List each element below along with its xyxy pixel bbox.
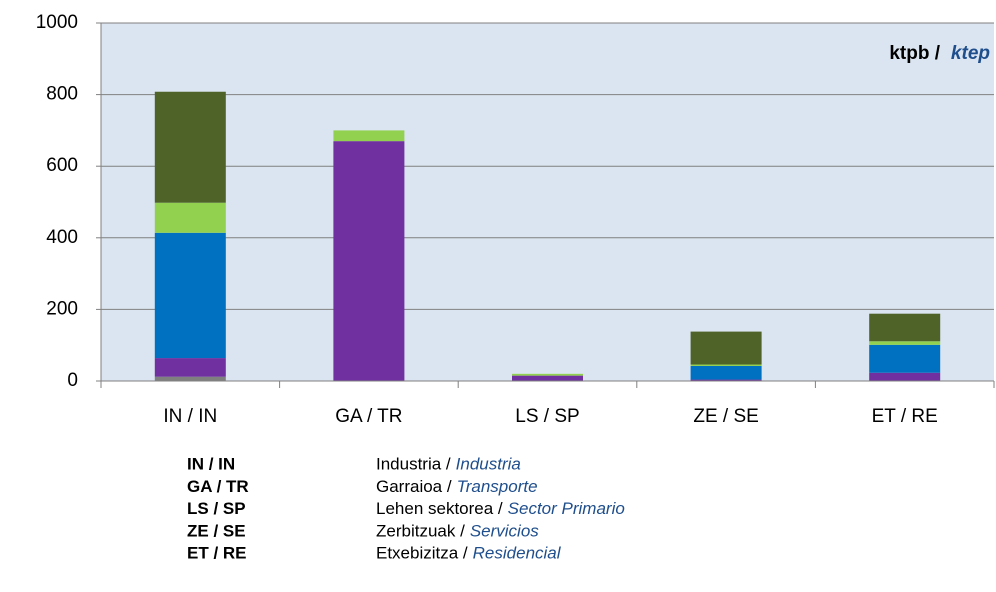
x-tick-label: LS / SP	[515, 406, 579, 427]
bar-segment	[869, 313, 941, 342]
bar-segment	[690, 379, 762, 381]
glossary-es: Sector Primario	[508, 499, 625, 518]
x-tick-label: IN / IN	[163, 406, 217, 427]
x-tick-label: GA / TR	[335, 406, 402, 427]
glossary-es: Residencial	[473, 544, 562, 563]
bar-segment	[154, 376, 226, 381]
glossary-code: GA / TR	[187, 477, 249, 496]
unit-label-es: ktep	[951, 43, 990, 64]
bar-segment	[154, 358, 226, 377]
glossary-eu: Garraioa /	[376, 477, 452, 496]
bar-segment	[869, 344, 941, 373]
bar-segment	[333, 130, 405, 142]
plot-area	[101, 23, 994, 381]
glossary-eu: Etxebizitza /	[376, 544, 468, 563]
glossary-eu: Industria /	[376, 454, 451, 473]
bar-segment	[690, 331, 762, 365]
glossary-code: ET / RE	[187, 544, 247, 563]
bar-segment	[333, 141, 405, 381]
glossary-es: Industria	[456, 454, 521, 473]
glossary-code: IN / IN	[187, 454, 235, 473]
glossary-code: LS / SP	[187, 499, 246, 518]
x-tick-label: ZE / SE	[693, 406, 758, 427]
y-tick-label: 0	[67, 370, 78, 391]
bar-segment	[869, 341, 941, 345]
unit-label: ktpb /	[889, 43, 940, 64]
bar-segment	[869, 372, 941, 381]
y-tick-label: 1000	[36, 12, 78, 33]
glossary-es: Transporte	[457, 477, 538, 496]
bar-segment	[690, 365, 762, 380]
bar-segment	[154, 202, 226, 233]
bar-segment	[690, 364, 762, 366]
y-tick-label: 200	[46, 298, 78, 319]
x-tick-label: ET / RE	[872, 406, 938, 427]
y-tick-label: 800	[46, 84, 78, 105]
glossary-code: ZE / SE	[187, 521, 246, 540]
y-tick-label: 400	[46, 227, 78, 248]
glossary-eu: Lehen sektorea /	[376, 499, 503, 518]
bar-segment	[154, 232, 226, 359]
bar-segment	[512, 373, 583, 376]
glossary-eu: Zerbitzuak /	[376, 521, 465, 540]
bar-segment	[512, 375, 583, 381]
glossary-es: Servicios	[470, 521, 539, 540]
bar-segment	[154, 91, 226, 203]
y-tick-label: 600	[46, 155, 78, 176]
